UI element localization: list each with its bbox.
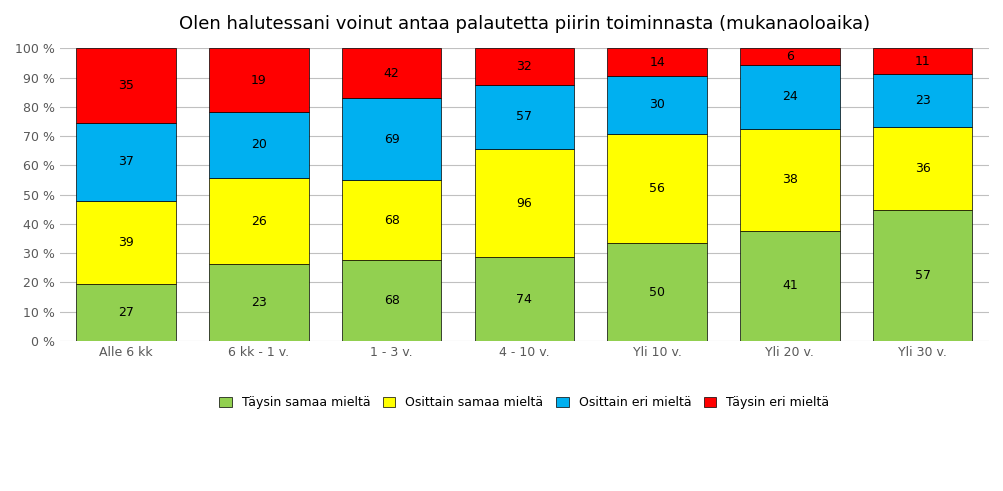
Text: 27: 27 [118,306,134,319]
Text: 32: 32 [516,60,532,73]
Text: 6: 6 [785,50,793,63]
Bar [607,76,706,134]
Text: 20: 20 [251,138,267,151]
Text: 11: 11 [914,55,930,68]
Bar [607,49,706,76]
Bar [341,180,441,260]
Bar [739,49,839,64]
Bar [76,201,176,284]
Bar [76,123,176,201]
Text: 69: 69 [383,133,399,145]
Bar [474,149,574,257]
Text: 35: 35 [118,79,134,92]
Bar [872,210,972,341]
Bar [341,49,441,98]
Text: 68: 68 [383,294,399,307]
Bar [209,178,308,265]
Text: 30: 30 [649,99,664,111]
Bar [607,134,706,244]
Bar [209,49,308,111]
Bar [474,49,574,84]
Text: 23: 23 [914,94,930,107]
Text: 38: 38 [781,173,797,187]
Bar [739,231,839,341]
Text: 24: 24 [781,90,797,103]
Text: 56: 56 [649,182,664,195]
Text: 37: 37 [118,155,134,168]
Text: 68: 68 [383,214,399,227]
Bar [739,64,839,129]
Text: 39: 39 [118,236,133,249]
Bar [872,49,972,74]
Bar [872,74,972,127]
Text: 50: 50 [649,286,664,299]
Text: 26: 26 [251,215,267,228]
Text: 14: 14 [649,55,664,69]
Bar [474,84,574,149]
Bar [474,257,574,341]
Bar [209,265,308,341]
Text: 96: 96 [516,197,532,210]
Text: 36: 36 [914,162,930,175]
Text: 57: 57 [914,269,930,282]
Bar [607,244,706,341]
Bar [872,127,972,210]
Bar [341,260,441,341]
Text: 74: 74 [516,293,532,306]
Text: 19: 19 [251,74,267,86]
Legend: Täysin samaa mieltä, Osittain samaa mieltä, Osittain eri mieltä, Täysin eri miel: Täysin samaa mieltä, Osittain samaa miel… [215,391,833,414]
Bar [739,129,839,231]
Bar [76,49,176,123]
Bar [209,111,308,178]
Text: 23: 23 [251,296,267,309]
Text: 57: 57 [516,110,532,123]
Title: Olen halutessani voinut antaa palautetta piirin toiminnasta (mukanaoloaika): Olen halutessani voinut antaa palautetta… [179,15,869,33]
Bar [341,98,441,180]
Text: 41: 41 [781,279,797,293]
Bar [76,284,176,341]
Text: 42: 42 [383,67,399,80]
